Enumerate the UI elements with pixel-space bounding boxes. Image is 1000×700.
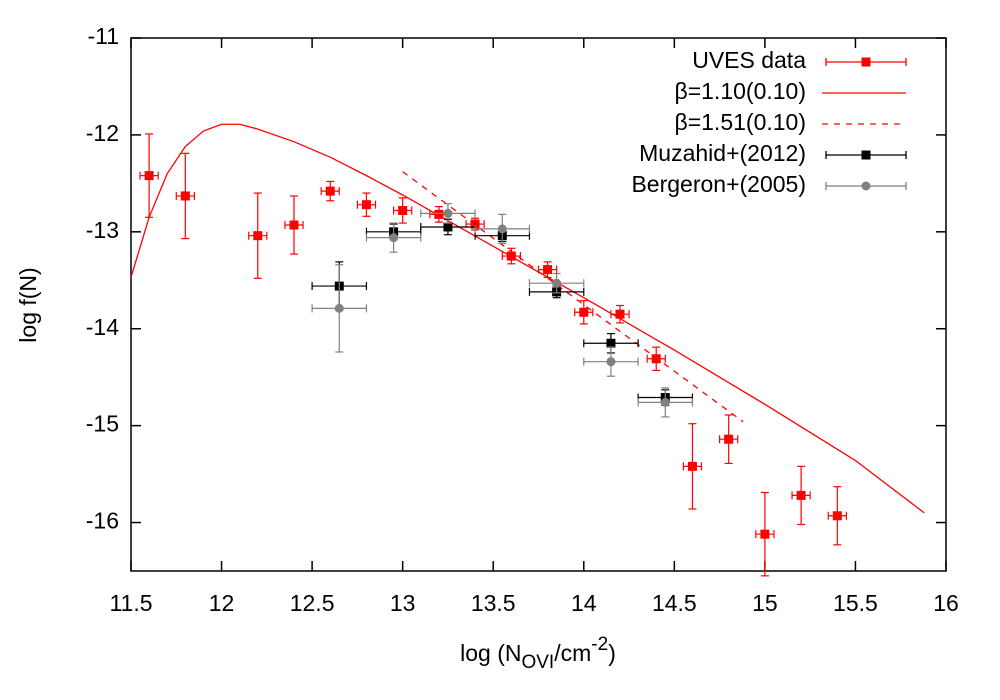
data-point	[180, 191, 190, 201]
x-tick-label: 16	[933, 590, 959, 616]
x-label-sup: -2	[591, 634, 608, 655]
data-point	[760, 529, 770, 539]
data-point	[660, 397, 670, 407]
x-tick-label: 14	[571, 590, 597, 616]
x-tick-label: 11.5	[109, 590, 152, 616]
x-tick-label: 13	[390, 590, 416, 616]
model-line	[402, 171, 744, 423]
y-axis-label: log f(N)	[15, 267, 41, 342]
y-tick-label: -12	[86, 120, 119, 146]
legend-label: β=1.51(0.10)	[674, 109, 806, 135]
x-label-part: log (N	[460, 640, 521, 666]
data-point	[334, 303, 344, 313]
data-point	[389, 233, 399, 243]
legend-label: UVES data	[692, 47, 806, 73]
x-tick-label: 12	[209, 590, 235, 616]
x-axis-label: log (NOVI/cm-2)	[460, 634, 616, 673]
y-tick-label: -11	[87, 23, 119, 49]
data-point	[497, 224, 507, 234]
data-point	[552, 278, 562, 288]
data-point	[832, 511, 842, 521]
legend-marker	[861, 150, 871, 160]
data-point	[606, 357, 616, 367]
data-point	[651, 354, 661, 364]
data-point	[796, 490, 806, 500]
data-point	[361, 200, 371, 210]
data-point	[434, 209, 444, 219]
data-point	[325, 186, 335, 196]
x-tick-label: 12.5	[290, 590, 335, 616]
legend-marker	[861, 181, 871, 191]
y-tick-label: -15	[86, 411, 119, 437]
plot-frame	[130, 37, 947, 572]
data-point	[289, 220, 299, 230]
y-tick-label: -13	[86, 217, 119, 243]
y-tick-label: -16	[86, 508, 119, 534]
x-tick-label: 15.5	[833, 590, 878, 616]
data-point	[724, 434, 734, 444]
data-point	[443, 208, 453, 218]
data-point	[144, 171, 154, 181]
legend-label: Muzahid+(2012)	[639, 140, 806, 166]
x-tick-label: 14.5	[652, 590, 697, 616]
y-tick-label: -14	[86, 314, 119, 340]
x-tick-label: 13.5	[471, 590, 516, 616]
data-point	[253, 231, 263, 241]
legend-marker	[861, 57, 871, 67]
data-point	[687, 461, 697, 471]
x-label-sub: OVI	[521, 652, 554, 673]
x-tick-label: 15	[752, 590, 778, 616]
data-point	[615, 309, 625, 319]
x-label-part: )	[608, 640, 616, 666]
data-point	[443, 222, 453, 232]
data-point	[606, 338, 616, 348]
legend-label: β=1.10(0.10)	[674, 78, 806, 104]
data-point	[398, 205, 408, 215]
x-label-part: /cm	[554, 640, 591, 666]
legend-label: Bergeron+(2005)	[631, 171, 806, 197]
data-point	[579, 307, 589, 317]
model-line	[130, 123, 925, 514]
data-point	[543, 265, 553, 275]
